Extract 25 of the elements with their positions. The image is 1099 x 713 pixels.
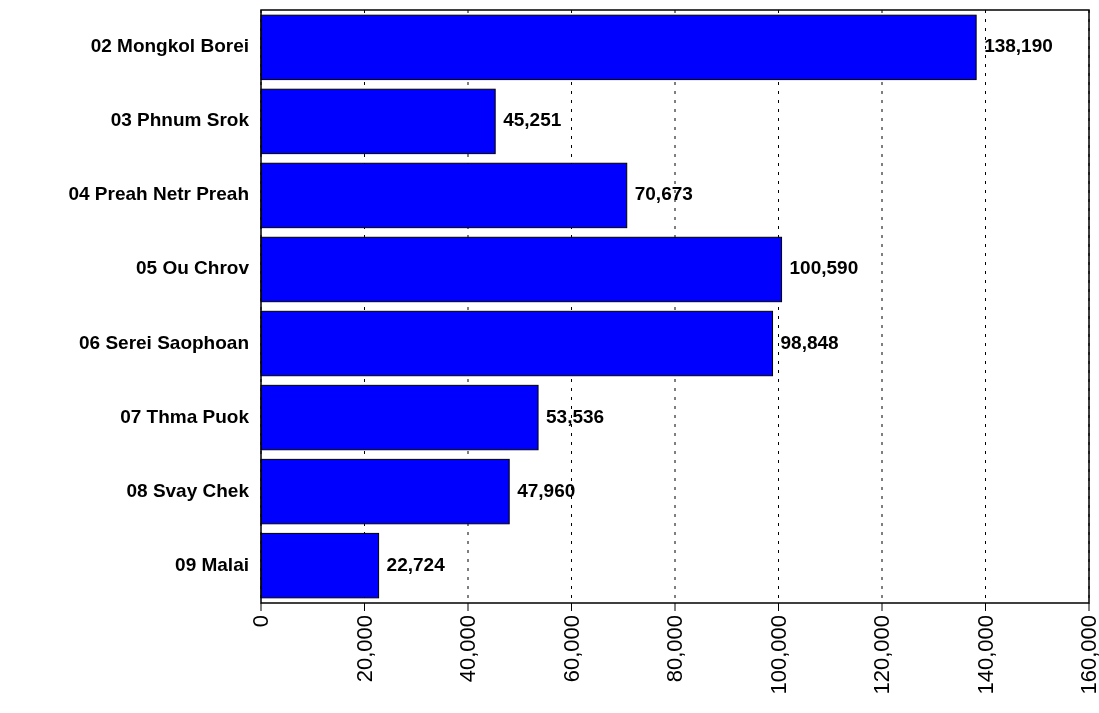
data-label: 70,673 [634,183,693,205]
x-tick-label: 120,000 [869,615,894,695]
y-tick-label: 03 Phnum Srok [110,109,250,131]
data-label: 47,960 [517,479,576,501]
x-tick-label: 40,000 [455,615,480,683]
y-tick-label: 07 Thma Puok [120,405,250,427]
x-tick-label: 160,000 [1076,615,1099,695]
y-tick-label: 05 Ou Chrov [136,257,250,279]
data-label: 22,724 [386,553,446,575]
y-tick-label: 02 Mongkol Borei [90,35,249,57]
x-tick-label: 60,000 [558,615,584,683]
x-tick-label: 20,000 [351,615,377,683]
y-tick-label: 08 Svay Chek [126,479,250,501]
x-tick-label: 140,000 [972,615,998,695]
data-label: 100,590 [789,257,859,279]
y-tick-label: 06 Serei Saophoan [78,331,249,353]
data-label: 98,848 [780,331,839,353]
x-tick-label: 100,000 [765,615,791,695]
x-tick-label: 80,000 [662,615,687,683]
y-tick-label: 04 Preah Netr Preah [68,183,249,205]
data-label: 138,190 [984,35,1053,57]
data-label: 53,536 [546,405,605,427]
x-tick-label: 0 [248,615,273,628]
y-tick-label: 09 Malai [175,553,249,575]
data-label: 45,251 [503,109,562,131]
